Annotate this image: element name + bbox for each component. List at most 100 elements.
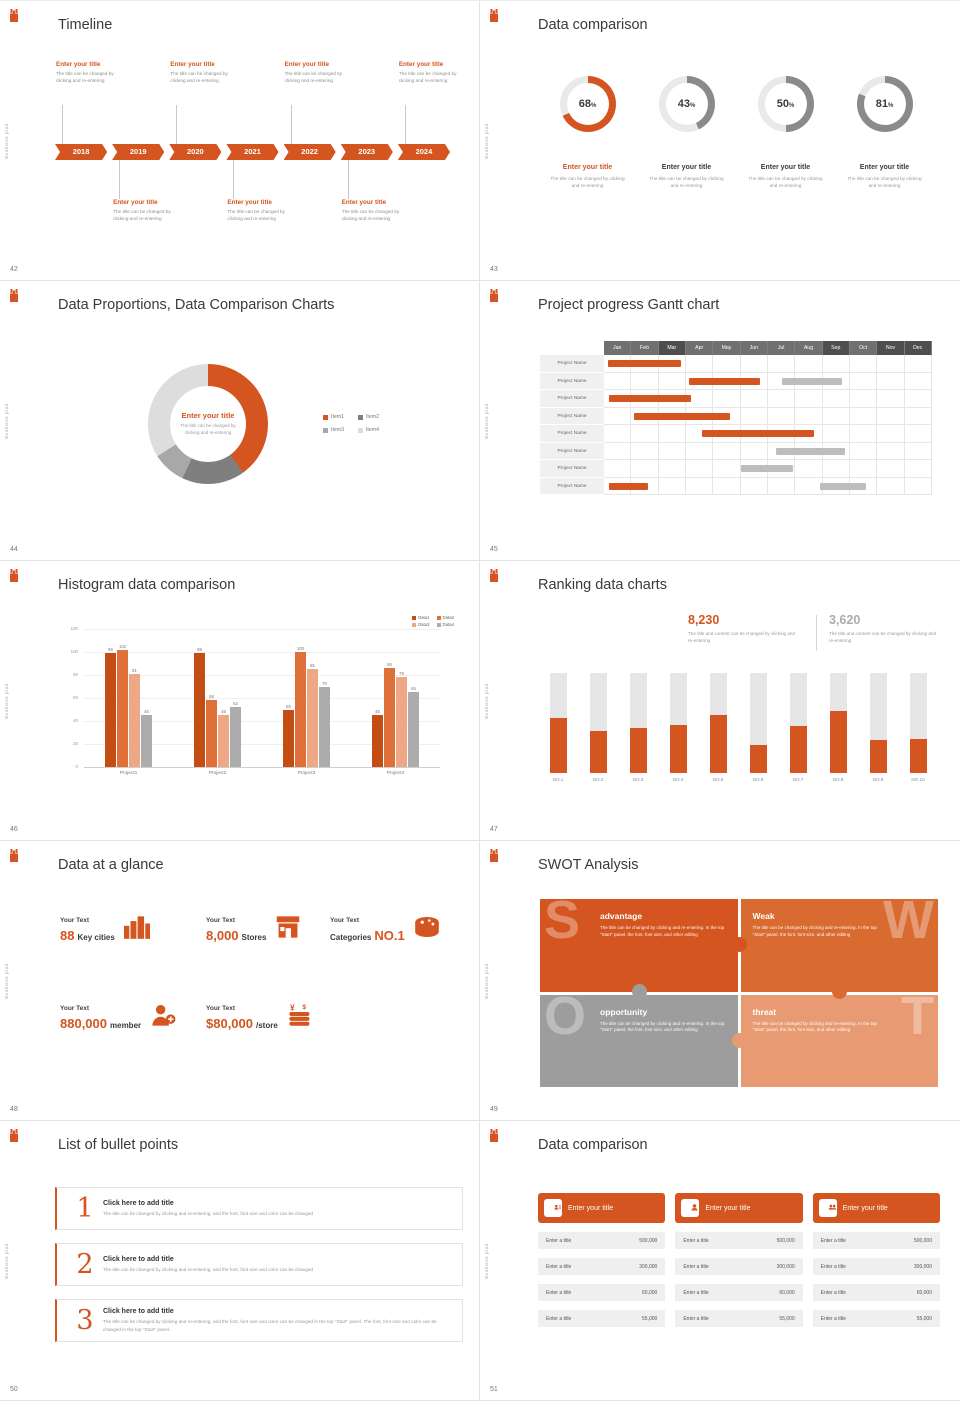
legend-label: Data1 bbox=[418, 615, 430, 620]
legend-swatch bbox=[412, 615, 417, 620]
gantt-bar bbox=[688, 377, 760, 385]
stat-value-line: Categories NO.1 bbox=[330, 928, 405, 943]
gantt-row-label: Project Name bbox=[540, 355, 604, 373]
percent-sign: % bbox=[590, 103, 597, 109]
stat-item: Your Text 88 Key cities bbox=[60, 916, 150, 943]
bar-track bbox=[629, 673, 647, 773]
bar bbox=[295, 652, 306, 767]
ring-hole: 68% bbox=[566, 83, 609, 125]
slide-50-bullets[interactable]: Business plan List of bullet points 1 Cli… bbox=[0, 1121, 480, 1401]
row-label: Enter a title bbox=[546, 1263, 572, 1270]
bar-value: 70 bbox=[322, 680, 327, 686]
bar bbox=[117, 649, 128, 767]
legend-swatch bbox=[436, 622, 441, 627]
y-axis-label: 0 bbox=[75, 764, 78, 769]
stat-text: Your Text Categories NO.1 bbox=[330, 917, 405, 943]
legend-swatch bbox=[436, 615, 441, 620]
legend-item: Data2 bbox=[436, 615, 454, 620]
y-axis-label: 80 bbox=[73, 672, 78, 677]
slide-48-data-glance[interactable]: Business plan Data at a glance Your Text… bbox=[0, 841, 480, 1121]
swot-title: advantage bbox=[600, 911, 643, 921]
slide-45-gantt[interactable]: Business plan Project progress Gantt cha… bbox=[480, 281, 960, 561]
slide-44-data-proportions[interactable]: Business plan Data Proportions, Data Com… bbox=[0, 281, 480, 561]
bar-wrap: 99 bbox=[194, 647, 205, 767]
stat-value-prefix: Categories bbox=[330, 933, 372, 942]
timeline-item-title: Enter your title bbox=[170, 61, 215, 68]
gantt-month: Jun bbox=[740, 341, 768, 355]
bar-cluster: 45 86 78 65 bbox=[372, 629, 419, 767]
page-number: 50 bbox=[10, 1386, 18, 1393]
ring-item: 50% Enter your title The title can be chan… bbox=[736, 76, 835, 190]
swot-text: opportunity The title can be changed by c… bbox=[600, 1007, 726, 1035]
id-card-icon bbox=[554, 1204, 561, 1210]
stat-value-line: 88 Key cities bbox=[60, 928, 115, 943]
timeline-item: Enter your title The title can be changed… bbox=[227, 199, 292, 222]
bar-fill bbox=[669, 725, 687, 773]
bar-fill bbox=[709, 715, 727, 773]
swot-text: Weak The title can be changed by clicking… bbox=[753, 911, 879, 939]
slide-46-histogram[interactable]: Business plan Histogram data comparison … bbox=[0, 561, 480, 841]
bullet-item: 3 Click here to add title The title can be… bbox=[55, 1299, 463, 1342]
timeline-item-body: The title can be changed by clicking and… bbox=[284, 71, 343, 84]
ring-percent: 81% bbox=[875, 98, 894, 110]
slide-43-data-comparison[interactable]: Business plan Data comparison 68% Enter y… bbox=[480, 1, 960, 281]
logo-icon bbox=[490, 1129, 498, 1142]
gantt-bar bbox=[776, 447, 845, 455]
card-row: Enter a title 60,000 bbox=[675, 1284, 803, 1301]
gantt-cell bbox=[659, 460, 686, 477]
gantt-cell bbox=[850, 477, 878, 494]
progress-ring: 68% bbox=[559, 76, 616, 132]
gantt-bar bbox=[634, 412, 730, 420]
y-axis-label: 20 bbox=[73, 741, 78, 746]
gantt-cell bbox=[659, 372, 686, 389]
legend-label: Item1 bbox=[331, 414, 344, 420]
donut-center-body: The title can be changed by clicking and… bbox=[180, 423, 236, 435]
gantt-cell bbox=[604, 442, 632, 459]
gridline bbox=[84, 767, 440, 768]
legend-item: Data1 bbox=[412, 615, 430, 620]
gantt-row-label: Project Name bbox=[540, 372, 604, 390]
legend-swatch bbox=[357, 427, 363, 433]
sidebar-vertical-text: Business plan bbox=[4, 122, 9, 159]
donut-ring: Enter your title The title can be change… bbox=[148, 364, 268, 484]
donut-chart: Enter your title The title can be change… bbox=[58, 336, 458, 546]
y-axis-label: 120 bbox=[70, 626, 78, 631]
card-row: Enter a title 500,000 bbox=[675, 1232, 803, 1249]
swot-letter: O bbox=[544, 994, 587, 1046]
bar-fill bbox=[829, 711, 847, 773]
timeline-connector bbox=[176, 105, 178, 144]
row-label: Enter a title bbox=[683, 1315, 709, 1322]
stat-item: Your Text $80,000/store ¥ $ bbox=[206, 1003, 313, 1031]
card-row: Enter a title 300,000 bbox=[812, 1258, 940, 1275]
timeline-item-title: Enter your title bbox=[113, 199, 158, 206]
bar-group: 50 100 85 70 Project3 bbox=[262, 629, 351, 776]
gantt-cell bbox=[741, 355, 768, 372]
divider bbox=[816, 615, 817, 651]
stat-value: 880,000 bbox=[60, 1016, 107, 1031]
stat-label: Your Text bbox=[206, 917, 236, 924]
gantt-track bbox=[604, 460, 932, 478]
slide-47-ranking[interactable]: Business plan Ranking data charts 8,230 … bbox=[480, 561, 960, 841]
gantt-cell bbox=[741, 390, 768, 407]
gantt-cell bbox=[905, 442, 932, 459]
stat-text: Your Text 8,000 Stores bbox=[206, 917, 266, 943]
gantt-cell bbox=[768, 390, 796, 407]
timeline-connector bbox=[119, 160, 121, 199]
gantt-row: Project Name bbox=[540, 390, 932, 408]
ring-title: Enter your title bbox=[661, 164, 712, 171]
ring-item: 81% Enter your title The title can be chan… bbox=[835, 76, 934, 190]
card-row: Enter a title 55,000 bbox=[675, 1310, 803, 1327]
ring-hole: 81% bbox=[863, 83, 906, 125]
x-axis-label: NO.9 bbox=[872, 777, 884, 782]
gantt-bar bbox=[819, 482, 867, 490]
bar-wrap: 100 bbox=[295, 646, 306, 767]
timeline-item-body: The title can be changed by clicking and… bbox=[227, 209, 286, 222]
slide-51-data-comparison[interactable]: Business plan Data comparison Enter your… bbox=[480, 1121, 960, 1401]
stat-value: 8,000 bbox=[206, 928, 239, 943]
stat-value-line: $80,000/store bbox=[206, 1016, 278, 1031]
bullet-body: The title can be changed by clicking and… bbox=[103, 1266, 314, 1272]
stat-caption: The title and content can be changed by … bbox=[688, 631, 796, 643]
progress-ring: 50% bbox=[757, 76, 814, 132]
slide-42-timeline[interactable]: Business plan Timeline 2018 2019 2020 2021 2… bbox=[0, 1, 480, 281]
